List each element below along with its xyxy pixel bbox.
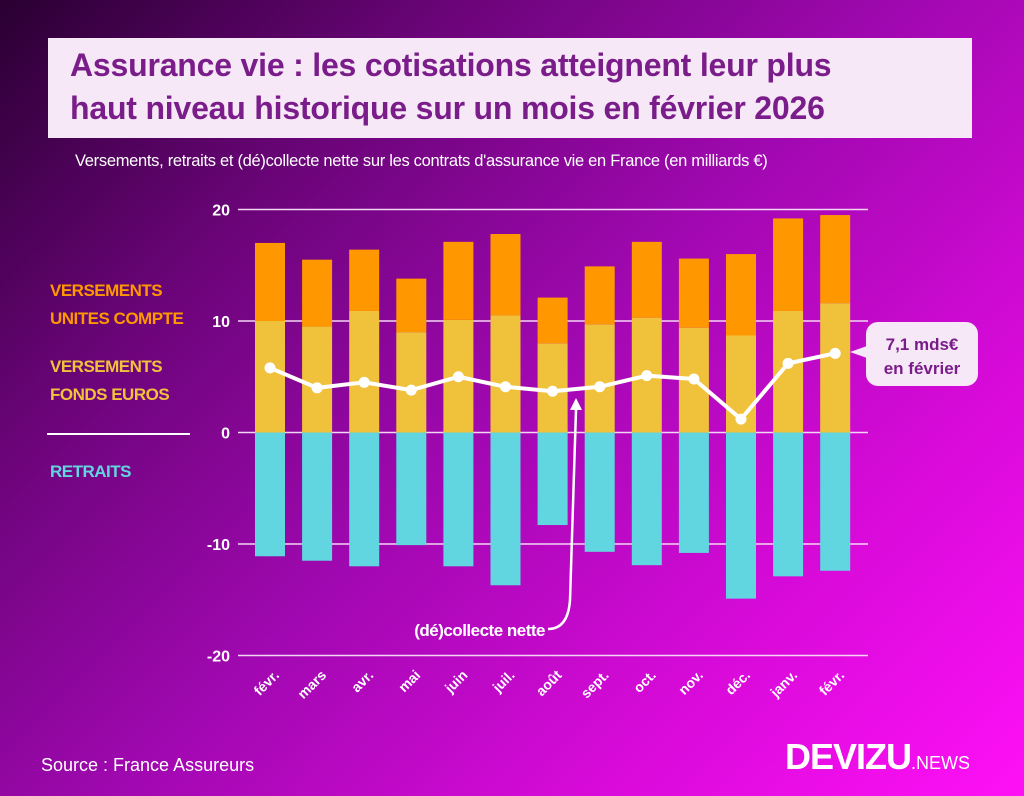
y-tick-label: 20 bbox=[212, 203, 230, 220]
bar-unites-compte bbox=[584, 266, 615, 325]
bar-unites-compte bbox=[490, 234, 521, 316]
legend-fonds-euros: VERSEMENTS FONDS EUROS bbox=[50, 353, 170, 409]
bar-unites-compte bbox=[631, 241, 662, 318]
source-note: Source : France Assureurs bbox=[41, 755, 255, 775]
net-collecte-point bbox=[782, 357, 794, 369]
x-tick-label: juin bbox=[441, 667, 471, 697]
net-collecte-point bbox=[735, 413, 747, 425]
legend-uc-line2: UNITES COMPTE bbox=[50, 309, 184, 328]
bar-unites-compte bbox=[443, 241, 474, 320]
bar-unites-compte bbox=[820, 215, 851, 304]
bar-fonds-euros bbox=[584, 324, 615, 433]
bar-fonds-euros bbox=[255, 321, 285, 433]
x-tick-label: mai bbox=[395, 667, 423, 695]
net-collecte-point bbox=[594, 381, 606, 393]
net-collecte-point bbox=[452, 371, 464, 383]
x-tick-label: févr. bbox=[816, 667, 848, 699]
x-tick-label: juil. bbox=[489, 667, 518, 696]
bar-retraits bbox=[773, 432, 804, 577]
legend-euro-line2: FONDS EUROS bbox=[50, 385, 170, 404]
y-tick-label: 0 bbox=[221, 426, 230, 443]
callout: 7,1 mds€ en février bbox=[850, 322, 978, 386]
logo-suffix: .NEWS bbox=[911, 753, 971, 773]
title-line-1: Assurance vie : les cotisations atteigne… bbox=[70, 47, 832, 83]
legend-divider bbox=[47, 433, 190, 435]
x-tick-label: avr. bbox=[348, 667, 376, 695]
bar-retraits bbox=[443, 432, 474, 567]
net-collecte-point bbox=[264, 362, 276, 374]
legend-euro-line1: VERSEMENTS bbox=[50, 357, 163, 376]
net-collecte-point bbox=[829, 347, 841, 359]
net-collecte-point bbox=[688, 373, 700, 385]
legend-retraits: RETRAITS bbox=[50, 462, 132, 481]
y-tick-label: 10 bbox=[212, 314, 230, 331]
x-tick-label: août bbox=[533, 667, 565, 699]
y-tick-label: -20 bbox=[207, 649, 230, 666]
logo-main: DEVIZU bbox=[785, 736, 912, 777]
bar-retraits bbox=[631, 432, 662, 566]
bar-unites-compte bbox=[773, 218, 804, 311]
bar-unites-compte bbox=[396, 278, 427, 333]
devizu-logo: DEVIZU.NEWS bbox=[785, 736, 970, 778]
bar-unites-compte bbox=[302, 259, 333, 327]
net-collecte-point bbox=[405, 384, 417, 396]
x-tick-label: mars bbox=[294, 667, 329, 702]
bar-retraits bbox=[302, 432, 333, 561]
bar-retraits bbox=[349, 432, 380, 567]
net-arrow-head bbox=[570, 398, 582, 410]
callout-line-2: en février bbox=[884, 359, 961, 378]
bar-retraits bbox=[820, 432, 851, 571]
bar-retraits bbox=[678, 432, 709, 553]
x-tick-label: nov. bbox=[675, 667, 706, 698]
bar-unites-compte bbox=[678, 258, 709, 328]
chart-subtitle: Versements, retraits et (dé)collecte net… bbox=[75, 152, 768, 170]
bar-retraits bbox=[255, 432, 285, 557]
x-tick-label: sept. bbox=[577, 667, 611, 701]
title-line-2: haut niveau historique sur un mois en fé… bbox=[70, 90, 825, 126]
bar-unites-compte bbox=[349, 249, 380, 311]
bar-fonds-euros bbox=[396, 332, 427, 433]
net-collecte-point bbox=[311, 382, 323, 394]
bar-fonds-euros bbox=[349, 310, 380, 433]
bar-retraits bbox=[537, 432, 568, 526]
x-tick-label: déc. bbox=[722, 667, 753, 698]
x-tick-label: janv. bbox=[766, 667, 800, 701]
x-tick-label: oct. bbox=[630, 667, 659, 696]
bar-fonds-euros bbox=[302, 326, 333, 433]
net-collecte-point bbox=[500, 381, 511, 393]
bar-unites-compte bbox=[255, 242, 285, 321]
bar-retraits bbox=[726, 432, 756, 599]
bar-retraits bbox=[584, 432, 615, 552]
x-tick-label: févr. bbox=[250, 667, 282, 699]
y-tick-label: -10 bbox=[207, 537, 230, 554]
bar-retraits bbox=[490, 432, 521, 586]
net-collecte-point bbox=[641, 370, 653, 382]
net-collecte-point bbox=[547, 385, 559, 397]
bar-fonds-euros bbox=[773, 310, 804, 433]
net-collecte-point bbox=[358, 376, 370, 388]
bar-unites-compte bbox=[537, 297, 568, 344]
title-box: Assurance vie : les cotisations atteigne… bbox=[48, 38, 972, 138]
bar-retraits bbox=[396, 432, 427, 546]
net-arrow bbox=[547, 409, 578, 631]
bar-unites-compte bbox=[726, 254, 756, 336]
callout-box bbox=[866, 322, 978, 386]
bar-fonds-euros bbox=[820, 303, 851, 433]
bar-fonds-euros bbox=[490, 315, 521, 433]
legend-unites-compte: VERSEMENTS UNITES COMPTE bbox=[50, 277, 184, 333]
net-label: (dé)collecte nette bbox=[414, 621, 545, 640]
callout-pointer bbox=[850, 344, 868, 360]
legend-uc-line1: VERSEMENTS bbox=[50, 281, 163, 300]
callout-line-1: 7,1 mds€ bbox=[886, 335, 959, 354]
